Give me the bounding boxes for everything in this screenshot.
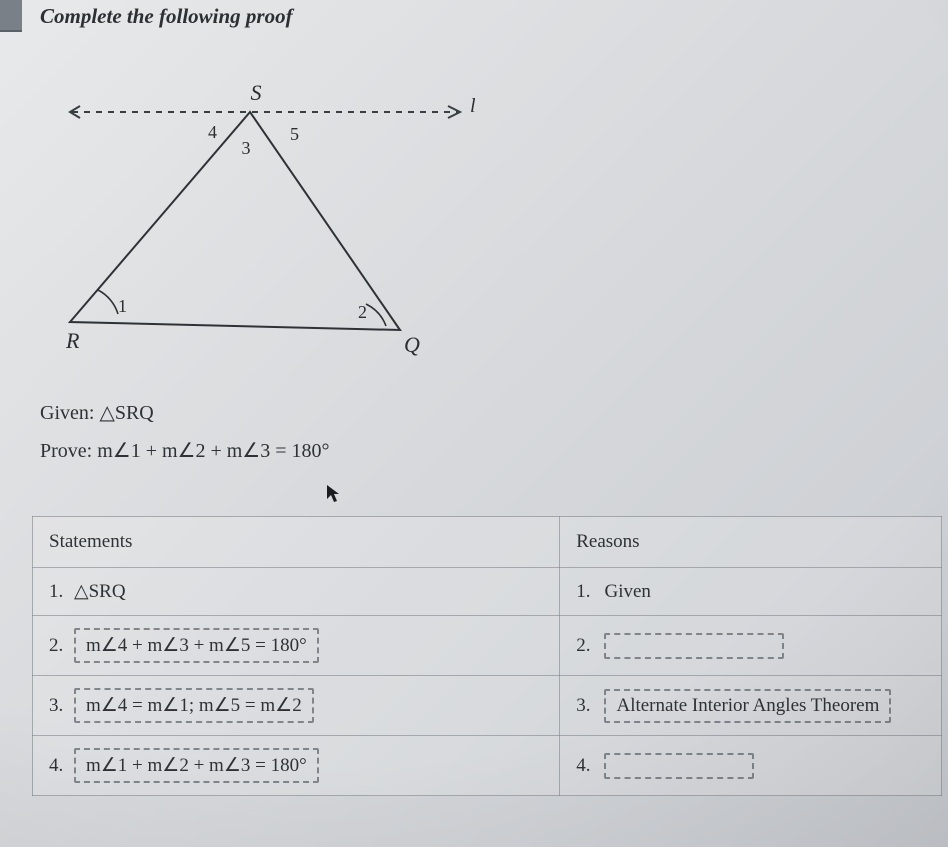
page-title: Complete the following proof <box>40 4 293 29</box>
triangle-diagram: S R Q l 1 2 3 4 5 <box>60 82 480 362</box>
prove-value: m∠1 + m∠2 + m∠3 = 180° <box>97 440 329 462</box>
angle-label-3: 3 <box>242 138 251 158</box>
row-number: 2. <box>576 635 590 657</box>
table-row: 2. m∠4 + m∠3 + m∠5 = 180° 2. <box>33 616 942 676</box>
prove-line: Prove: m∠1 + m∠2 + m∠3 = 180° <box>40 432 330 470</box>
proof-table: Statements Reasons 1. △SRQ 1. Given 2. <box>32 516 942 796</box>
table-header-row: Statements Reasons <box>33 517 942 568</box>
statement-blank[interactable]: m∠4 = m∠1; m∠5 = m∠2 <box>74 688 314 723</box>
angle-1-arc <box>98 290 118 314</box>
header-statements: Statements <box>33 517 560 568</box>
cursor-icon <box>326 484 342 509</box>
prove-label: Prove: <box>40 440 92 462</box>
row-number: 4. <box>576 755 590 777</box>
angle-label-4: 4 <box>208 122 217 142</box>
given-line: Given: △SRQ <box>40 394 330 432</box>
label-s: S <box>251 82 262 105</box>
table-row: 1. △SRQ 1. Given <box>33 568 942 616</box>
reason-blank[interactable] <box>604 753 754 779</box>
angle-2-arc <box>366 304 386 326</box>
statement-blank[interactable]: m∠1 + m∠2 + m∠3 = 180° <box>74 748 319 783</box>
given-label: Given: <box>40 402 94 424</box>
row-number: 1. <box>49 581 63 603</box>
label-line-l: l <box>470 95 476 117</box>
angle-label-1: 1 <box>118 296 127 316</box>
row-number: 4. <box>49 755 63 777</box>
reason-blank[interactable]: Alternate Interior Angles Theorem <box>604 689 891 723</box>
label-r: R <box>65 328 80 353</box>
statement-text: △SRQ <box>74 581 126 602</box>
reason-text: Given <box>604 581 650 603</box>
content-area: Complete the following proof S R Q l 1 2… <box>0 0 948 847</box>
row-number: 3. <box>576 695 590 717</box>
table-row: 4. m∠1 + m∠2 + m∠3 = 180° 4. <box>33 736 942 796</box>
angle-label-2: 2 <box>358 302 367 322</box>
given-prove-block: Given: △SRQ Prove: m∠1 + m∠2 + m∠3 = 180… <box>40 394 330 470</box>
angle-label-5: 5 <box>290 124 299 144</box>
statement-blank[interactable]: m∠4 + m∠3 + m∠5 = 180° <box>74 628 319 663</box>
row-number: 2. <box>49 635 63 657</box>
table-row: 3. m∠4 = m∠1; m∠5 = m∠2 3. Alternate Int… <box>33 676 942 736</box>
header-reasons: Reasons <box>560 517 942 568</box>
given-value: △SRQ <box>99 402 153 424</box>
row-number: 1. <box>576 581 590 603</box>
row-number: 3. <box>49 695 63 717</box>
reason-blank[interactable] <box>604 633 784 659</box>
label-q: Q <box>404 332 420 357</box>
